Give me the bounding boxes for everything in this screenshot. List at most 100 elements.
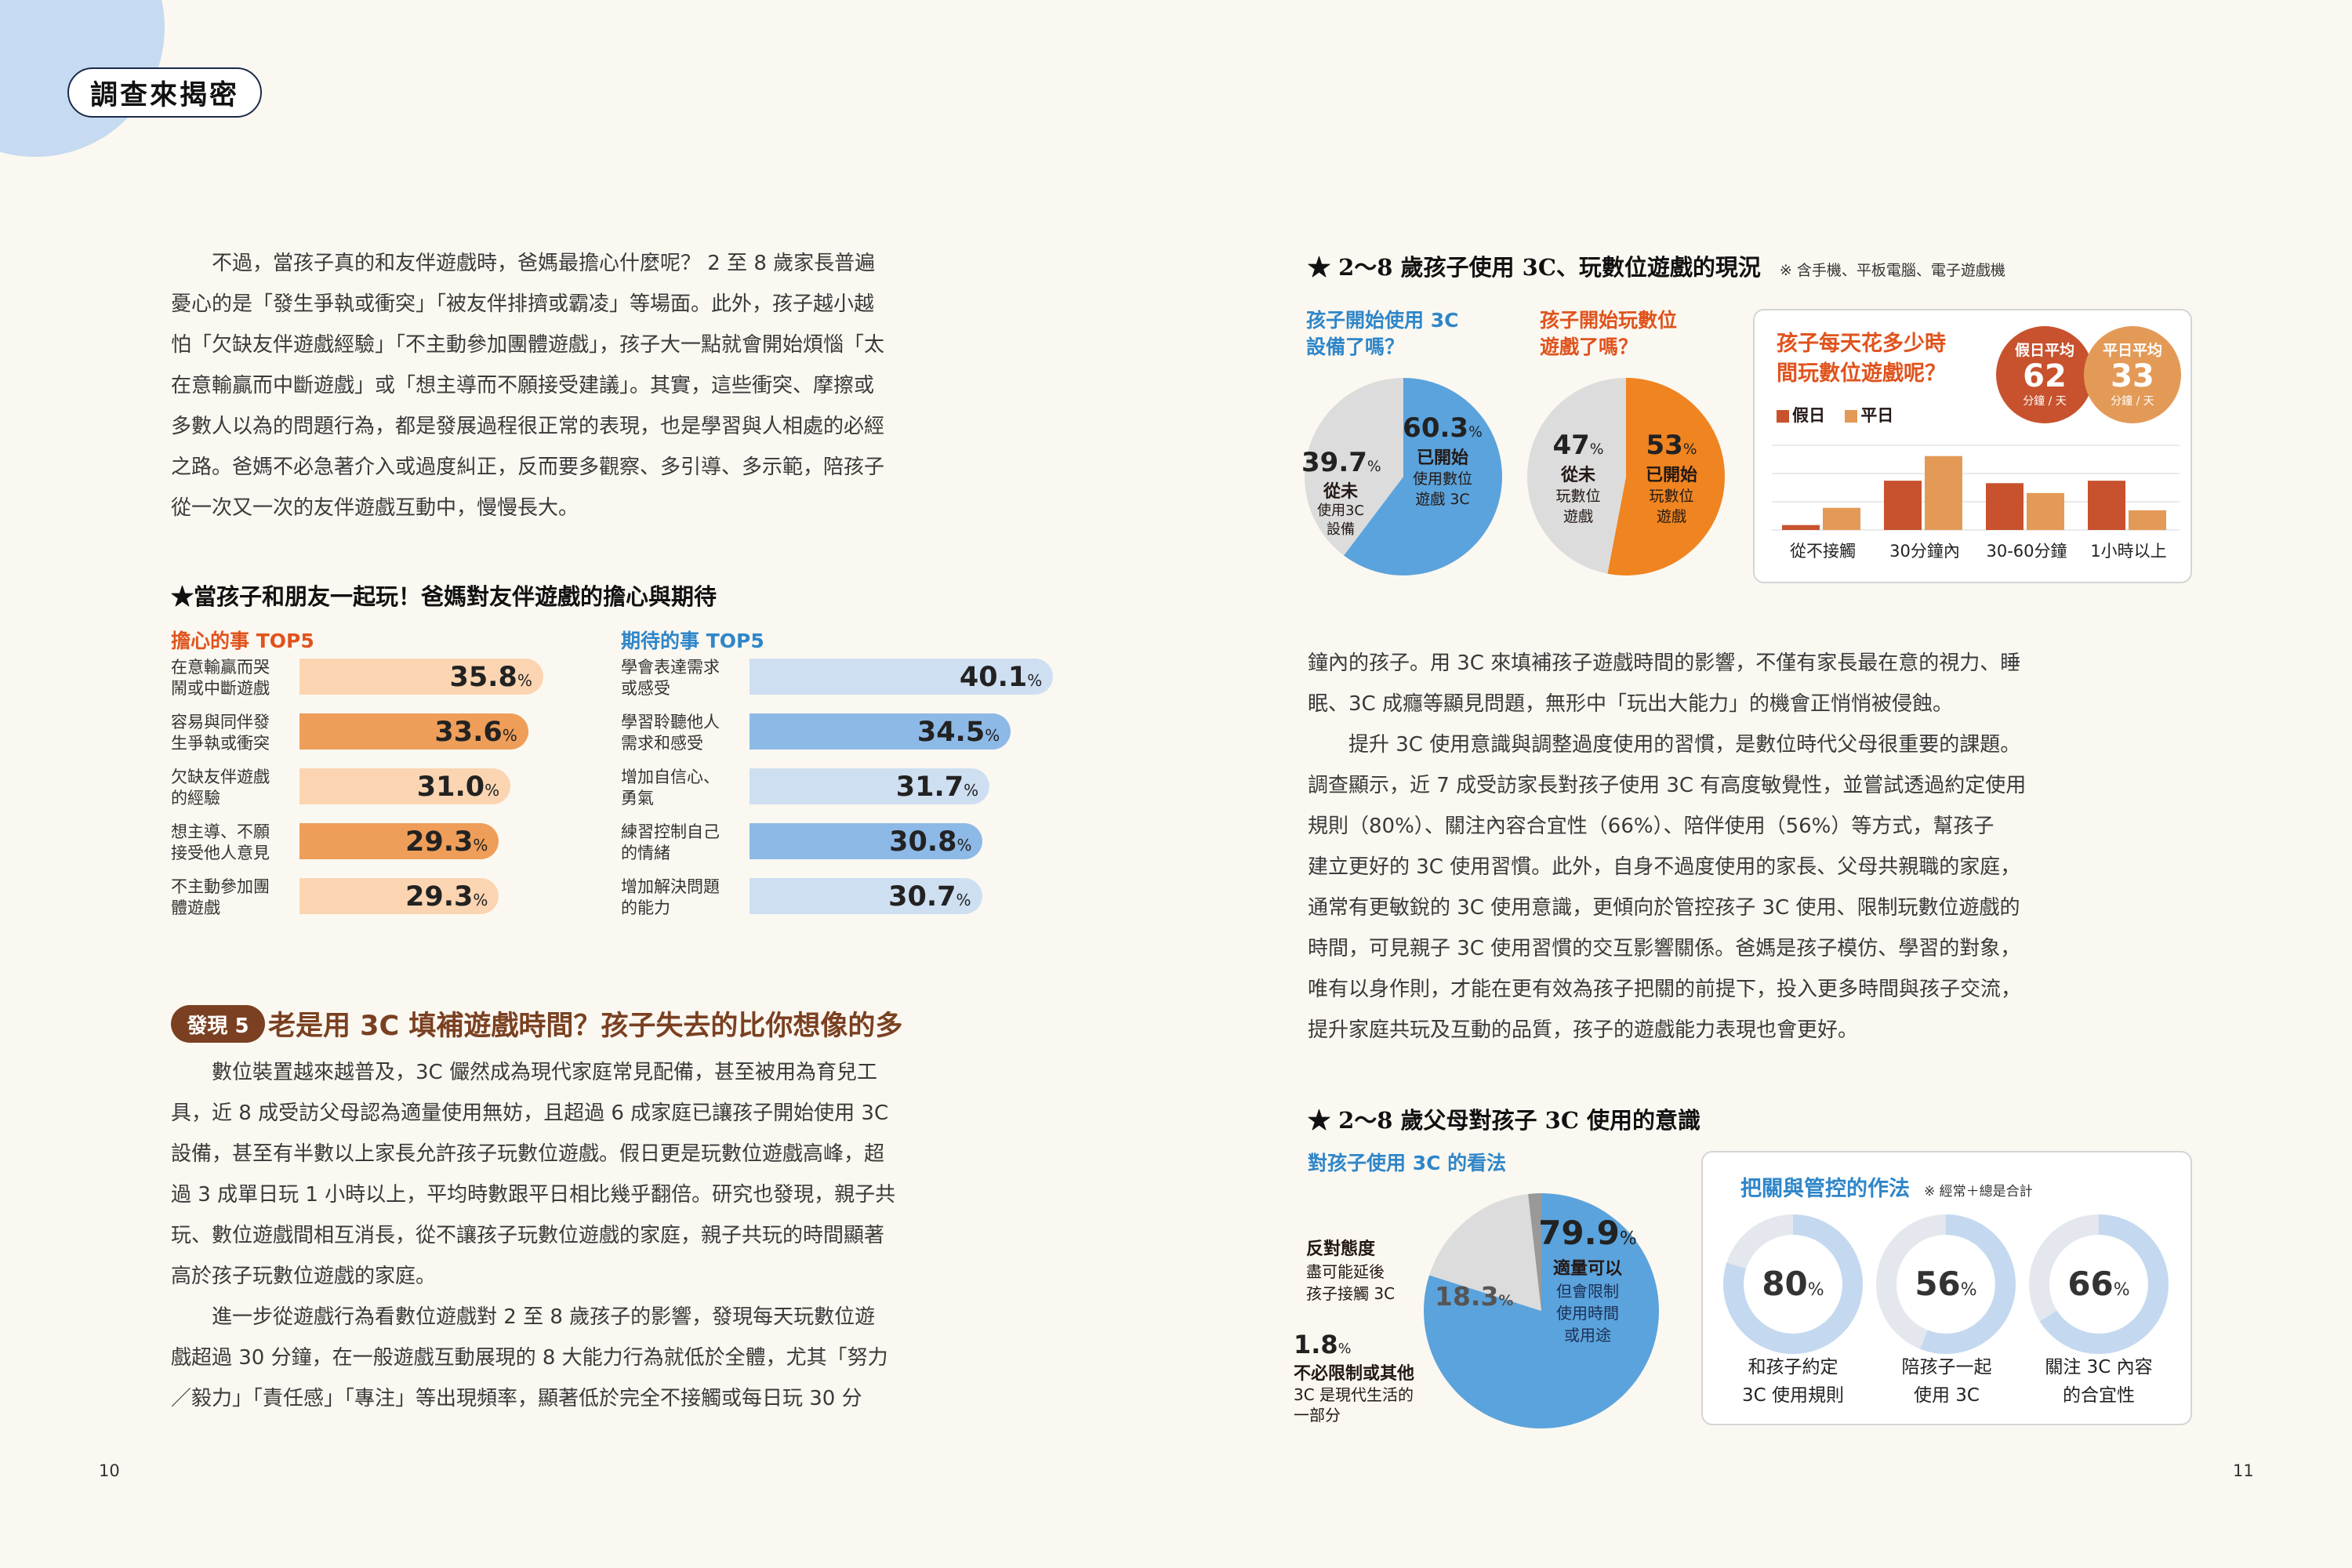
control-title: 把關與管控的作法 ※ 經常＋總是合計 [1740, 1171, 2033, 1202]
bar: 34.5% [750, 713, 1011, 750]
time-bar [1782, 524, 1820, 530]
q1-line: 孩子開始使用 3C [1306, 309, 1459, 332]
time-bar [2129, 510, 2166, 530]
body-line: 建立更好的 3C 使用習慣。此外，自身不過度使用的家長、父母共親職的家庭， [1308, 855, 2021, 879]
daily-time-question: 孩子每天花多少時 間玩數位遊戲呢？ [1777, 329, 1946, 389]
pie3-small-sub: 一部分 [1294, 1406, 1341, 1425]
pie3-small-value: 1.8 [1294, 1330, 1338, 1359]
hope-title: 期待的事 TOP5 [621, 630, 764, 652]
pie-slice [1528, 1193, 1541, 1311]
hope-bar-chart: 學會表達需求 或感受 40.1% 學習聆聽他人 需求和感受 34.5% 增加自信心、 勇氣 31… [621, 657, 1060, 925]
bar-category-line: 練習控制自己 [621, 822, 720, 841]
pie-attitude [1424, 1193, 1659, 1428]
bar-category-line: 欠缺友伴遊戲 [171, 768, 270, 786]
bar-category-line: 學習聆聽他人 [621, 713, 720, 731]
bar-value-label: 31.7% [895, 771, 979, 803]
intro-line: 不過，當孩子真的和友伴遊戲時，爸媽最擔心什麼呢？ 2 至 8 歲家長普遍 [212, 252, 876, 275]
page-number-right: 11 [2233, 1461, 2254, 1480]
body-line: 眠、3C 成癮等顯見問題，無形中「玩出大能力」的機會正悄悄被侵蝕。 [1308, 692, 1953, 716]
pie3-mid-title: 反對態度 [1306, 1240, 1376, 1259]
holiday-avg-title: 假日平均 [2014, 342, 2074, 359]
weekday-avg-value: 33 [2111, 358, 2154, 394]
status-title-text: ★ 2～8 歲孩子使用 3C、玩數位遊戲的現況 [1308, 254, 1761, 281]
bar-category-line: 或感受 [621, 679, 670, 698]
bar-category-label: 學會表達需求 或感受 [621, 657, 746, 699]
pie3-big-sub: 或用途 [1564, 1326, 1611, 1345]
bar-value-label: 29.3% [405, 826, 488, 858]
worry-title: 擔心的事 TOP5 [171, 630, 314, 652]
q2-line: 孩子開始玩數位 [1540, 309, 1678, 332]
ring-label-line: 使用 3C [1913, 1385, 1980, 1406]
time-category-label: 1小時以上 [2090, 542, 2166, 561]
weekday-avg-title: 平日平均 [2102, 342, 2162, 359]
legend-swatch [1777, 410, 1789, 423]
holiday-average: 假日平均 62 分鐘 / 天 [1996, 326, 2093, 423]
ring-value: 56% [1915, 1265, 1976, 1303]
bar-category-line: 需求和感受 [621, 734, 703, 753]
legend-holiday: 假日 [1792, 406, 1825, 425]
right-body-text: 鐘內的孩子。用 3C 來填補孩子遊戲時間的影響，不僅有家長最在意的視力、睡 眠、… [1308, 643, 2194, 1051]
worry-bar-chart: 在意輸贏而哭 鬧或中斷遊戲 35.8% 容易與同伴發 生爭執或衝突 33.6% 欠缺友伴遊戲… [171, 657, 579, 925]
time-category-label: 從不接觸 [1790, 542, 1856, 561]
bar-value-label: 35.8% [449, 662, 532, 693]
time-bar [1884, 481, 1922, 530]
body-line: 戲超過 30 分鐘，在一般遊戲互動展現的 8 大能力行為就低於全體，尤其「努力 [171, 1346, 888, 1370]
body-line: 時間，可見親子 3C 使用習慣的交互影響關係。爸媽是孩子模仿、學習的對象， [1308, 937, 2021, 960]
pie1-yes-label: 60.3% 已開始 使用數位 遊戲 3C [1396, 412, 1490, 510]
pie1-yes-sub: 遊戲 3C [1415, 491, 1470, 508]
pie2-no-title: 從未 [1560, 466, 1595, 485]
pie2-yes-title: 已開始 [1645, 466, 1697, 485]
body-line: 鐘內的孩子。用 3C 來填補孩子遊戲時間的影響，不僅有家長最在意的視力、睡 [1308, 652, 2021, 675]
ring-unit: % [1808, 1280, 1824, 1300]
holiday-avg-unit: 分鐘 / 天 [2023, 395, 2067, 408]
pie3-small-label: 1.8% 不必限制或其他 3C 是現代生活的 一部分 [1294, 1330, 1466, 1425]
chart-title: ★當孩子和朋友一起玩！爸媽對友伴遊戲的擔心與期待 [171, 583, 717, 610]
holiday-avg-value: 62 [2023, 358, 2067, 394]
finding-title: 老是用 3C 填補遊戲時間？孩子失去的比你想像的多 [268, 1011, 903, 1042]
pie3-small-sub: 3C 是現代生活的 [1294, 1385, 1414, 1404]
bar-category-label: 想主導、不願 接受他人意見 [171, 822, 296, 864]
bar: 30.8% [750, 823, 983, 859]
time-bar [2027, 492, 2064, 530]
body-line: 過 3 成單日玩 1 小時以上，平均時數跟平日相比幾乎翻倍。研究也發現，親子共 [171, 1183, 896, 1207]
bar: 31.0% [299, 768, 511, 804]
bar-category-line: 在意輸贏而哭 [171, 658, 270, 677]
weekday-average: 平日平均 33 分鐘 / 天 [2084, 326, 2181, 423]
q3-line: 間玩數位遊戲呢？ [1777, 361, 1946, 386]
pie2-yes-label: 53% 已開始 玩數位 遊戲 [1624, 430, 1719, 527]
intro-line: 多數人以為的問題行為，都是發展過程很正常的表現，也是學習與人相處的必經 [171, 415, 885, 438]
bar-value-label: 29.3% [405, 881, 488, 913]
body-line: 規則（80%）、關注內容合宜性（66%）、陪伴使用（56%）等方式，幫孩子 [1308, 815, 1994, 838]
ring-label-line: 關注 3C 內容 [2045, 1357, 2153, 1377]
pie3-mid-number: 18.3 [1435, 1281, 1499, 1312]
bar-value-label: 30.8% [889, 826, 972, 858]
body-line: 玩、數位遊戲間相互消長，從不讓孩子玩數位遊戲的家庭，親子共玩的時間顯著 [171, 1224, 885, 1247]
bar: 29.3% [299, 823, 499, 859]
question-digital-game: 孩子開始玩數位 遊戲了嗎？ [1540, 307, 1677, 361]
control-note: ※ 經常＋總是合計 [1924, 1184, 2033, 1200]
pie2-no-sub: 玩數位 [1555, 488, 1601, 505]
pie1-no-label: 39.7% 從未 使用3C 設備 [1301, 447, 1381, 538]
q3-line: 孩子每天花多少時 [1777, 332, 1946, 356]
pie3-mid-sub: 孩子接觸 3C [1306, 1284, 1396, 1303]
bar: 29.3% [299, 878, 499, 914]
control-rings: 80% 56% 66% [1723, 1214, 2169, 1354]
finding-body: 數位裝置越來越普及，3C 儼然成為現代家庭常見配備，甚至被用為育兒工 具，近 8… [171, 1052, 1049, 1419]
pie2-yes-sub: 玩數位 [1649, 488, 1694, 505]
body-line: 提升家庭共玩及互動的品質，孩子的遊戲能力表現也會更好。 [1308, 1018, 1859, 1042]
bar-category-line: 生爭執或衝突 [171, 734, 270, 753]
pie1-yes-title: 已開始 [1416, 448, 1468, 468]
pie-slice [1305, 378, 1403, 556]
bar-category-label: 在意輸贏而哭 鬧或中斷遊戲 [171, 657, 296, 699]
intro-line: 之路。爸媽不必急著介入或過度糾正，反而要多觀察、多引導、多示範，陪孩子 [171, 456, 885, 479]
pie3-mid-sub: 盡可能延後 [1306, 1262, 1385, 1281]
pie2-no-label: 47% 從未 玩數位 遊戲 [1535, 430, 1621, 527]
pie1-no-value: 39.7 [1301, 447, 1367, 478]
intro-line: 怕「欠缺友伴遊戲經驗」「不主動參加團體遊戲」，孩子大一點就會開始煩惱「太 [171, 333, 885, 357]
pie-slice [1344, 378, 1502, 575]
ring-value: 80% [1762, 1265, 1824, 1303]
control-practices-card: 把關與管控的作法 ※ 經常＋總是合計 80% 56% 66% 和孩子約定 3C 使用規… [1701, 1151, 2192, 1425]
body-line: 設備，甚至有半數以上家長允許孩子玩數位遊戲。假日更是玩數位遊戲高峰，超 [171, 1142, 885, 1166]
bar-category-line: 想主導、不願 [171, 822, 270, 841]
bar: 33.6% [299, 713, 528, 750]
